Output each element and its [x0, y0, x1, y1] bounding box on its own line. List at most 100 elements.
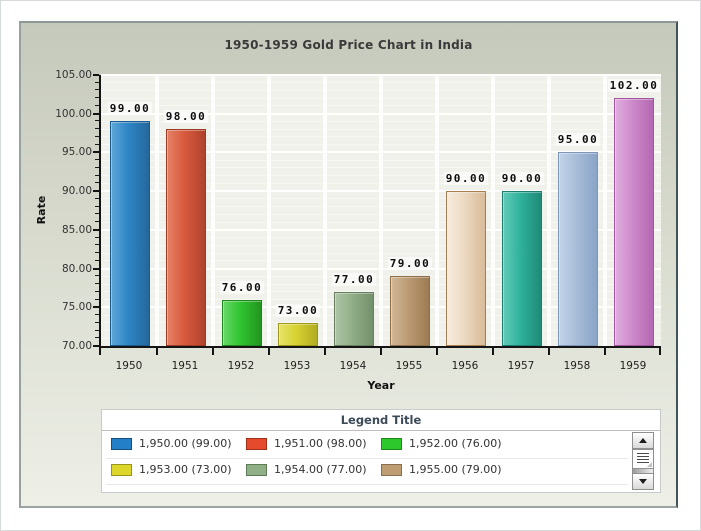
- x-axis-tick: [212, 346, 214, 355]
- x-axis-tick: [324, 346, 326, 355]
- bar-value-label: 98.00: [150, 110, 222, 123]
- legend-entry-label: 1,950.00 (99.00): [139, 437, 232, 450]
- bar-1954: [334, 292, 374, 346]
- bar-1951: [166, 129, 206, 346]
- x-axis-tick-labels: 1950 1951 1952 1953 1954 1955 1956 1957 1958 1959: [101, 360, 661, 374]
- bar-value-text: 76.00: [219, 281, 265, 294]
- y-minor-tick: [95, 166, 99, 168]
- ytick-label: 95.00: [61, 146, 92, 159]
- down-arrow-icon: [639, 479, 647, 484]
- legend-swatch: [381, 437, 402, 450]
- bar-value-text: 90.00: [443, 172, 489, 185]
- y-major-tick: [93, 306, 99, 309]
- up-arrow-icon: [639, 438, 647, 443]
- ytick-label: 90.00: [61, 185, 92, 198]
- y-major-tick: [93, 345, 99, 347]
- column-separator: [267, 75, 271, 346]
- bar-1953: [278, 323, 318, 346]
- legend-entry-label: 1,951.00 (98.00): [274, 437, 367, 450]
- x-axis-tick: [436, 346, 438, 355]
- xtick-label: 1951: [171, 360, 199, 372]
- xtick-label: 1957: [507, 360, 535, 372]
- bar-value-text: 99.00: [107, 102, 153, 115]
- y-minor-tick: [95, 81, 99, 83]
- legend-row: 1,953.00 (73.00) 1,954.00 (77.00) 1,955.00…: [111, 463, 516, 476]
- x-axis-tick: [268, 346, 270, 355]
- y-minor-tick: [95, 128, 99, 130]
- xtick-label: 1958: [563, 360, 591, 372]
- bar-value-label: 102.00: [598, 79, 670, 92]
- x-axis-title: Year: [367, 379, 395, 392]
- legend-row: 1,950.00 (99.00) 1,951.00 (98.00) 1,952.00…: [111, 437, 516, 450]
- scroll-up-button[interactable]: [632, 432, 654, 449]
- bar-1950: [110, 121, 150, 346]
- y-minor-tick: [95, 97, 99, 99]
- y-minor-tick: [95, 174, 99, 176]
- ytick-label: 85.00: [61, 223, 92, 236]
- xtick-label: 1950: [115, 360, 143, 372]
- bar-1956: [446, 191, 486, 346]
- column-separator: [323, 75, 327, 346]
- legend-entry: 1,955.00 (79.00): [381, 463, 516, 476]
- y-minor-tick: [95, 197, 99, 199]
- ytick-label: 75.00: [61, 301, 92, 314]
- bar-1952: [222, 300, 262, 346]
- column-separator: [379, 75, 383, 346]
- column-separator: [603, 75, 607, 346]
- y-minor-tick: [95, 290, 99, 292]
- legend-entry: 1,951.00 (98.00): [246, 437, 381, 450]
- xtick-label: 1953: [283, 360, 311, 372]
- y-major-tick: [93, 190, 99, 193]
- y-minor-tick: [95, 120, 99, 122]
- chart-panel: 1950-1959 Gold Price Chart in India Rate…: [19, 21, 678, 508]
- x-axis-tick: [492, 346, 494, 355]
- y-minor-tick: [95, 298, 99, 300]
- column-separator: [435, 75, 439, 346]
- chart-title: 1950-1959 Gold Price Chart in India: [224, 38, 473, 52]
- column-separator: [547, 75, 551, 346]
- bar-value-text: 95.00: [555, 133, 601, 146]
- legend-scrollbar[interactable]: [632, 432, 654, 490]
- legend-entry: 1,953.00 (73.00): [111, 463, 246, 476]
- bar-value-label: 95.00: [542, 133, 614, 146]
- bar-1955: [390, 276, 430, 346]
- scroll-down-button[interactable]: [632, 473, 654, 490]
- bar-value-text: 102.00: [607, 79, 661, 92]
- legend-row-separator: [106, 458, 628, 459]
- y-minor-tick: [95, 244, 99, 246]
- page-grip-icon: [637, 453, 649, 464]
- bar-value-label: 90.00: [486, 172, 558, 185]
- bar-value-text: 73.00: [275, 304, 321, 317]
- legend-title: Legend Title: [340, 413, 422, 427]
- legend-entry: 1,954.00 (77.00): [246, 463, 381, 476]
- plot-area: 99.00 98.00 76.00 73.00 77.00 79.00 90.00 90.00…: [93, 74, 661, 355]
- legend-title-divider: [102, 430, 660, 431]
- y-minor-tick: [95, 337, 99, 339]
- column-separator: [491, 75, 495, 346]
- y-minor-tick: [95, 182, 99, 184]
- xtick-label: 1955: [395, 360, 423, 372]
- x-axis-tick: [99, 346, 101, 355]
- y-minor-tick: [95, 143, 99, 145]
- y-minor-tick: [95, 104, 99, 106]
- legend-swatch: [381, 463, 402, 476]
- legend-swatch: [111, 437, 132, 450]
- scroll-thumb[interactable]: [632, 449, 654, 469]
- bar-1958: [558, 152, 598, 346]
- scroll-track[interactable]: [632, 469, 654, 473]
- legend-entry-label: 1,954.00 (77.00): [274, 463, 367, 476]
- ytick-label: 70.00: [61, 340, 92, 352]
- y-major-tick: [93, 74, 99, 76]
- y-minor-tick: [95, 314, 99, 316]
- y-minor-tick: [95, 252, 99, 254]
- y-major-tick: [93, 228, 99, 231]
- x-axis-tick: [156, 346, 158, 355]
- bar-value-text: 98.00: [163, 110, 209, 123]
- bar-1957: [502, 191, 542, 346]
- y-minor-tick: [95, 135, 99, 137]
- legend-entry-label: 1,955.00 (79.00): [409, 463, 502, 476]
- legend-swatch: [246, 463, 267, 476]
- bar-value-label: 79.00: [374, 257, 446, 270]
- y-major-tick: [93, 267, 99, 270]
